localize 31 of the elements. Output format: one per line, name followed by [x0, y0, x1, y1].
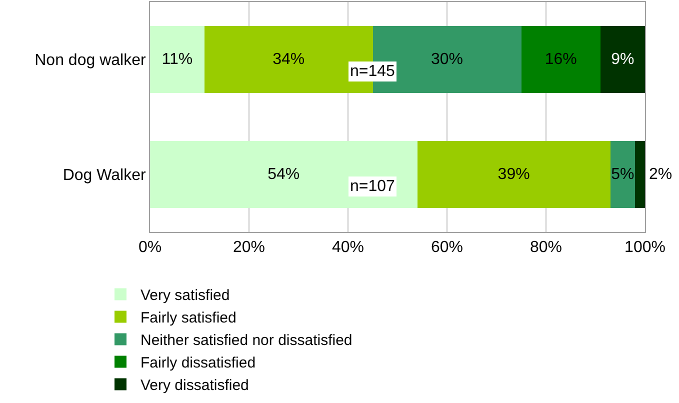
- annotation: n=145: [350, 63, 396, 80]
- x-tick-label: 100%: [624, 239, 666, 256]
- data-label: 5%: [611, 166, 634, 183]
- x-tick-label: 40%: [332, 239, 364, 256]
- data-label: 9%: [611, 51, 634, 68]
- bar: [600, 26, 645, 93]
- data-label: 54%: [268, 166, 300, 183]
- y-tick-label: Non dog walker: [34, 52, 146, 70]
- legend-label: Very satisfied: [140, 287, 230, 304]
- bar: [417, 141, 610, 208]
- bar: [150, 26, 204, 93]
- legend-label: Fairly satisfied: [140, 310, 236, 327]
- legend-label: Very dissatisfied: [140, 377, 249, 394]
- legend-label: Fairly dissatisfied: [140, 354, 256, 372]
- bar: [521, 26, 600, 93]
- bar: [635, 141, 645, 208]
- bar: [610, 141, 636, 208]
- annotation: n=107: [350, 178, 396, 195]
- bar: [150, 141, 418, 208]
- x-tick-label: 0%: [138, 239, 162, 256]
- data-label: 11%: [162, 51, 193, 68]
- data-label: 34%: [272, 51, 305, 68]
- y-tick-label: Dog Walker: [62, 167, 146, 184]
- x-tick-label: 20%: [232, 239, 266, 256]
- x-tick-label: 60%: [430, 239, 464, 256]
- legend-label: Neither satisfied nor dissatisfied: [140, 332, 352, 350]
- data-label: 2%: [649, 166, 672, 183]
- data-label: 16%: [544, 51, 577, 68]
- data-label: 30%: [430, 51, 464, 68]
- data-label: 39%: [498, 166, 530, 183]
- x-tick-label: 80%: [530, 239, 562, 256]
